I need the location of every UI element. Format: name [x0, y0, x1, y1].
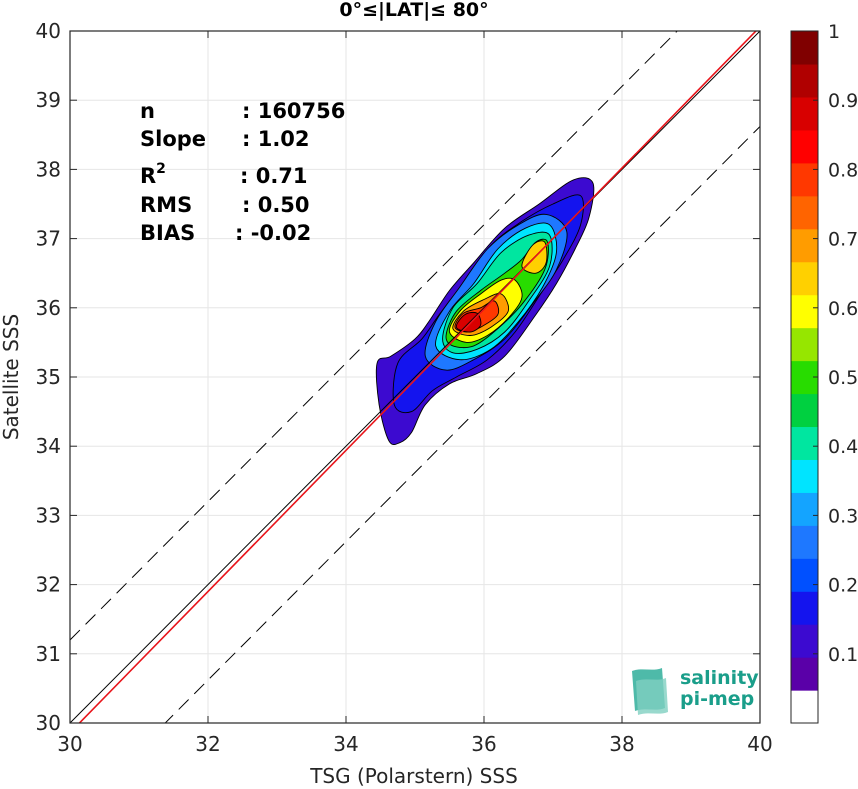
upper-bound-line: [70, 31, 678, 641]
x-tick-label: 40: [747, 732, 772, 756]
x-tick-label: 32: [195, 732, 220, 756]
logo-line-2: pi-mep: [680, 688, 754, 710]
stat-n-value: : 160756: [242, 99, 345, 123]
identity-line: [70, 31, 760, 723]
colorbar-segment: [791, 426, 818, 460]
colorbar-segment: [791, 657, 818, 691]
colorbar-segment: [791, 459, 818, 493]
colorbar-segment: [791, 63, 818, 98]
colorbar-segment: [791, 228, 818, 263]
stat-r2-value: : 0.71: [240, 164, 308, 188]
stat-bias-value: : -0.02: [235, 221, 311, 245]
logo-line-1: salinity: [680, 667, 759, 689]
colorbar-segment: [791, 558, 818, 592]
colorbar-segment: [791, 162, 818, 197]
regression-line: [78, 31, 758, 723]
stat-r2-label: R2: [140, 161, 166, 188]
colorbar-segment: [791, 591, 818, 625]
x-axis-label: TSG (Polarstern) SSS: [309, 764, 518, 788]
colorbar-tick-label: 0.2: [828, 575, 858, 597]
stat-rms-value: : 0.50: [242, 193, 310, 217]
x-tick-label: 38: [609, 732, 634, 756]
colorbar-tick-label: 1: [828, 21, 840, 43]
colorbar-tick-label: 0.8: [828, 159, 858, 181]
y-tick-label: 31: [36, 642, 61, 666]
colorbar-segment: [791, 624, 818, 658]
logo-wave-mark-2: [636, 678, 668, 715]
y-tick-label: 37: [36, 227, 61, 251]
colorbar-tick-label: 0.4: [828, 436, 858, 458]
colorbar-tick-label: 0.5: [828, 367, 858, 389]
colorbar-segment: [791, 31, 818, 65]
y-tick-label: 36: [36, 296, 61, 320]
y-tick-label: 35: [36, 365, 61, 389]
stats-box: n : 160756 Slope : 1.02 R2 : 0.71 RMS : …: [140, 99, 345, 245]
plot-area: 30 32 34 36 38 40 30 31 32 33 34 35 36 37 38 39 40: [36, 19, 773, 756]
y-tick-label: 30: [36, 711, 61, 735]
colorbar-segment: [791, 261, 818, 296]
colorbar-segment: [791, 294, 818, 329]
stat-r2-letter: R: [140, 164, 156, 188]
y-axis-label: Satellite SSS: [0, 314, 23, 440]
colorbar-tick-label: 0.3: [828, 505, 858, 527]
y-tick-label: 38: [36, 157, 61, 181]
chart-title: 0°≤|LAT|≤ 80°: [339, 0, 488, 21]
x-tick-label: 30: [57, 732, 82, 756]
colorbar-segment: [791, 393, 818, 428]
colorbar: 0.1 0.2 0.3 0.4 0.5 0.6 0.7 0.8 0.9 1: [790, 21, 858, 724]
stat-n-label: n: [140, 99, 155, 123]
x-tick-label: 34: [333, 732, 358, 756]
y-tick-label: 39: [36, 88, 61, 112]
y-tick-label: 33: [36, 503, 61, 527]
colorbar-tick-label: 0.6: [828, 298, 858, 320]
y-tick-label: 32: [36, 573, 61, 597]
axis-ticks: [69, 30, 761, 724]
stat-slope-value: : 1.02: [242, 127, 310, 151]
colorbar-segment: [791, 129, 818, 164]
colorbar-segment: [791, 525, 818, 559]
y-tick-label: 40: [36, 19, 61, 43]
reference-lines: [70, 31, 760, 723]
stat-rms-label: RMS: [140, 193, 192, 217]
colorbar-tick-label: 0.9: [828, 90, 858, 112]
colorbar-segment: [791, 690, 818, 724]
colorbar-tick-label: 0.7: [828, 229, 858, 251]
pi-mep-logo: salinity pi-mep: [632, 667, 759, 715]
lower-bound-line: [164, 126, 760, 723]
stat-r2-superscript: 2: [156, 161, 166, 177]
stat-bias-label: BIAS: [140, 221, 195, 245]
colorbar-segment: [791, 492, 818, 526]
stat-slope-label: Slope: [140, 127, 206, 151]
colorbar-segment: [791, 195, 818, 230]
colorbar-segment: [791, 96, 818, 131]
grid: [69, 30, 761, 724]
colorbar-tick-label: 0.1: [828, 644, 858, 666]
colorbar-segment: [791, 327, 818, 362]
x-tick-label: 36: [471, 732, 496, 756]
y-tick-label: 34: [36, 434, 61, 458]
